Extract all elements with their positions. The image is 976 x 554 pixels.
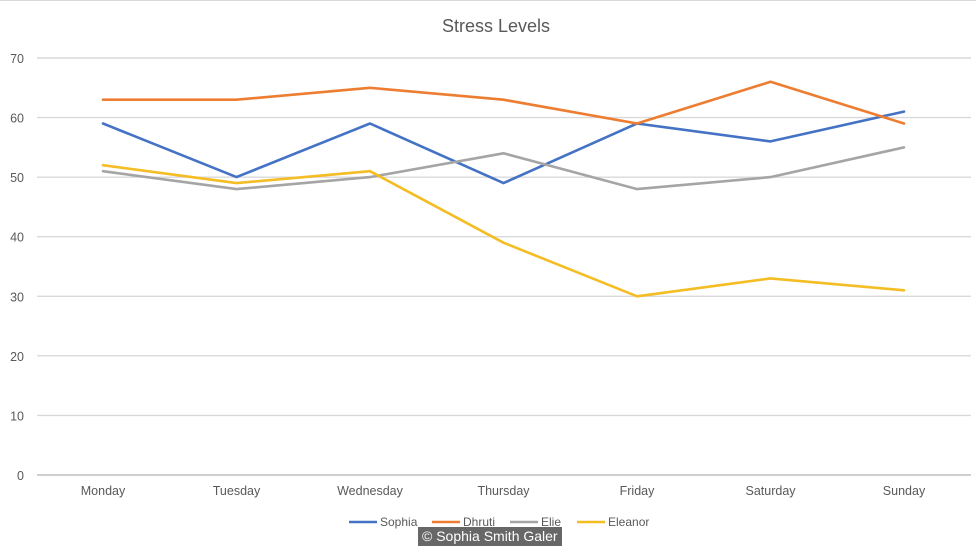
x-tick-label: Tuesday xyxy=(213,484,261,498)
x-tick-label: Sunday xyxy=(883,484,926,498)
series-line-elie xyxy=(101,146,906,191)
y-tick-label: 30 xyxy=(10,290,24,304)
x-tick-label: Friday xyxy=(620,484,655,498)
legend-label-eleanor: Eleanor xyxy=(608,515,649,529)
chart-title: Stress Levels xyxy=(442,16,550,36)
y-tick-label: 0 xyxy=(17,469,24,483)
chart-top-border xyxy=(0,0,976,1)
y-tick-label: 20 xyxy=(10,350,24,364)
x-tick-label: Monday xyxy=(81,484,126,498)
x-tick-label: Thursday xyxy=(477,484,530,498)
y-tick-label: 70 xyxy=(10,52,24,66)
photo-credit: © Sophia Smith Galer xyxy=(418,527,562,546)
y-tick-label: 60 xyxy=(10,112,24,126)
x-tick-label: Wednesday xyxy=(337,484,404,498)
series-line-dhruti xyxy=(101,80,906,125)
y-tick-label: 40 xyxy=(10,231,24,245)
series-line-eleanor xyxy=(101,163,906,298)
legend-label-sophia: Sophia xyxy=(380,515,418,529)
legend-label-dhruti: Dhruti xyxy=(463,515,495,529)
y-tick-label: 50 xyxy=(10,171,24,185)
series-line-sophia xyxy=(101,110,906,185)
y-tick-label: 10 xyxy=(10,409,24,423)
x-tick-label: Saturday xyxy=(745,484,796,498)
legend-label-elie: Elie xyxy=(541,515,561,529)
